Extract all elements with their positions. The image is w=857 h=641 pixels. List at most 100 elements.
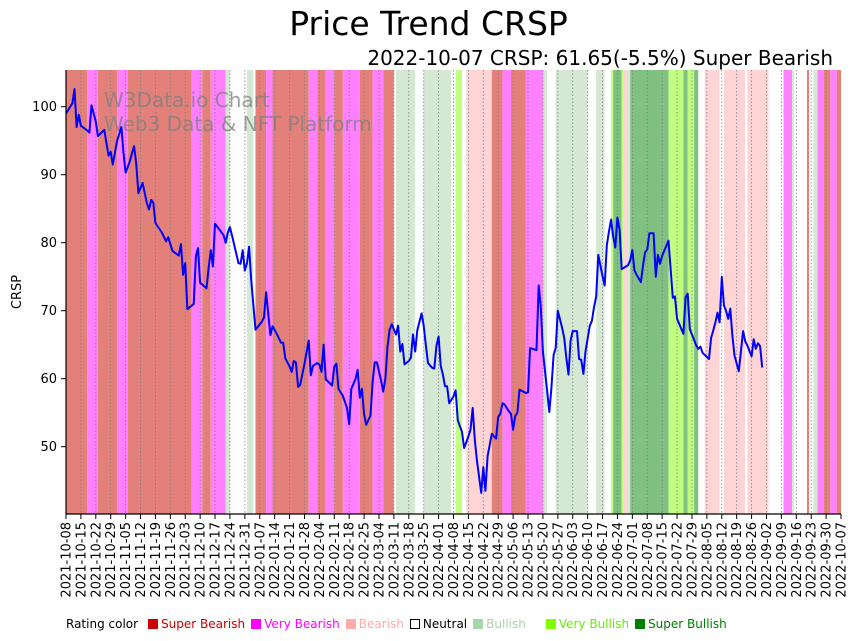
rating-band-very-bearish (308, 70, 318, 514)
rating-band-bullish (555, 70, 588, 514)
x-axis-ticks: 2021-10-08 2021-10-15 2021-10-22 2021-10-29… (60, 514, 850, 598)
rating-band-very-bearish (783, 70, 793, 514)
y-axis-label: CRSP (10, 275, 25, 309)
legend-label: Very Bullish (558, 617, 630, 631)
y-tick-label: 60 (40, 372, 57, 387)
rating-band-very-bearish (817, 70, 824, 514)
rating-band-neutral (253, 70, 256, 514)
legend-label: Bullish (486, 617, 526, 631)
x-tick-label: 2021-12-31 (238, 522, 253, 598)
rating-band-very-bearish (502, 70, 511, 514)
rating-band-neutral (393, 70, 397, 514)
x-tick-label: 2022-01-28 (298, 522, 313, 598)
x-tick-label: 2022-07-08 (641, 522, 656, 598)
x-tick-label: 2022-04-15 (462, 522, 477, 598)
rating-band-bearish (704, 70, 720, 514)
y-tick-label: 50 (40, 440, 57, 455)
x-tick-label: 2022-04-08 (447, 522, 462, 598)
x-tick-label: 2022-01-21 (283, 522, 298, 598)
x-tick-label: 2022-04-01 (432, 522, 447, 598)
chart-subtitle: 2022-10-07 CRSP: 61.65(-5.5%) Super Bear… (367, 46, 833, 70)
legend-swatch (635, 619, 646, 629)
rating-band-super-bearish (272, 70, 309, 514)
rating-band-bearish (623, 70, 629, 514)
rating-band-super-bearish (317, 70, 326, 514)
rating-band-neutral (745, 70, 748, 514)
x-tick-label: 2022-04-22 (477, 522, 492, 598)
x-tick-label: 2022-03-18 (402, 522, 417, 598)
y-tick-label: 80 (40, 236, 57, 251)
x-tick-label: 2022-06-10 (581, 522, 596, 598)
legend-item-bearish: Bearish (345, 617, 404, 631)
legend-item-super-bullish: Super Bullish (635, 617, 727, 631)
rating-band-super-bearish (510, 70, 526, 514)
x-tick-label: 2022-07-29 (685, 522, 700, 598)
x-tick-label: 2021-12-17 (209, 522, 224, 598)
x-tick-label: 2021-11-12 (134, 522, 149, 598)
x-tick-label: 2022-06-17 (596, 522, 611, 598)
legend-swatch (148, 619, 159, 629)
rating-band-bearish (723, 70, 746, 514)
x-tick-label: 2022-09-02 (760, 522, 775, 598)
rating-band-neutral (547, 70, 556, 514)
legend-swatch (409, 619, 420, 629)
rating-band-very-bullish (687, 70, 695, 514)
legend-swatch (345, 619, 356, 629)
x-tick-label: 2022-08-12 (715, 522, 730, 598)
vertical-grid (80, 70, 827, 514)
legend-item-super-bearish: Super Bearish (148, 617, 245, 631)
x-tick-label: 2022-05-06 (507, 522, 522, 598)
y-tick-label: 100 (32, 100, 57, 115)
rating-band-bullish (423, 70, 452, 514)
x-tick-label: 2022-03-04 (372, 522, 387, 598)
x-tick-label: 2022-02-04 (313, 522, 328, 598)
rating-band-very-bearish (191, 70, 203, 514)
x-tick-label: 2022-05-13 (522, 522, 537, 598)
legend-item-neutral: Neutral (409, 617, 468, 631)
rating-band-bullish (813, 70, 818, 514)
rating-band-bullish (792, 70, 795, 514)
rating-band-neutral (604, 70, 612, 514)
y-tick-label: 70 (40, 304, 57, 319)
x-tick-label: 2022-07-01 (626, 522, 641, 598)
x-tick-label: 2022-02-18 (343, 522, 358, 598)
rating-band-bullish (396, 70, 416, 514)
rating-band-very-bearish (117, 70, 128, 514)
rating-band-super-bullish (683, 70, 688, 514)
rating-band-bullish (246, 70, 254, 514)
rating-band-neutral (794, 70, 807, 514)
rating-bands (66, 70, 841, 514)
rating-band-very-bearish (266, 70, 273, 514)
x-tick-label: 2022-08-05 (700, 522, 715, 598)
legend-item-bullish: Bullish (473, 617, 526, 631)
x-tick-label: 2022-02-11 (328, 522, 343, 598)
rating-band-super-bearish (127, 70, 192, 514)
legend-swatch (545, 619, 556, 629)
rating-band-very-bearish (87, 70, 98, 514)
x-tick-label: 2022-09-16 (790, 522, 805, 598)
x-tick-label: 2021-11-26 (164, 522, 179, 598)
rating-band-very-bullish (455, 70, 463, 514)
watermark-text: W3Data.io Chart (104, 88, 270, 112)
y-axis-ticks: 50 60 70 80 90 100 (32, 100, 66, 455)
x-tick-label: 2022-01-07 (253, 522, 268, 598)
x-tick-label: 2021-10-08 (60, 522, 75, 598)
x-tick-label: 2022-09-09 (775, 522, 790, 598)
rating-band-bullish (628, 70, 631, 514)
legend-label: Neutral (422, 617, 468, 631)
x-tick-label: 2021-12-03 (179, 522, 194, 598)
chart-title: Price Trend CRSP (289, 4, 568, 43)
rating-band-super-bearish (806, 70, 810, 514)
x-tick-label: 2021-10-22 (89, 522, 104, 598)
x-tick-label: 2022-01-14 (268, 522, 283, 598)
legend-swatch (251, 619, 262, 629)
x-tick-label: 2022-07-15 (656, 522, 671, 598)
legend-label: Super Bearish (161, 617, 246, 631)
rating-band-neutral (415, 70, 424, 514)
rating-band-neutral (229, 70, 247, 514)
rating-band-neutral (768, 70, 784, 514)
rating-band-super-bearish (334, 70, 343, 514)
x-tick-label: 2021-10-29 (104, 522, 119, 598)
